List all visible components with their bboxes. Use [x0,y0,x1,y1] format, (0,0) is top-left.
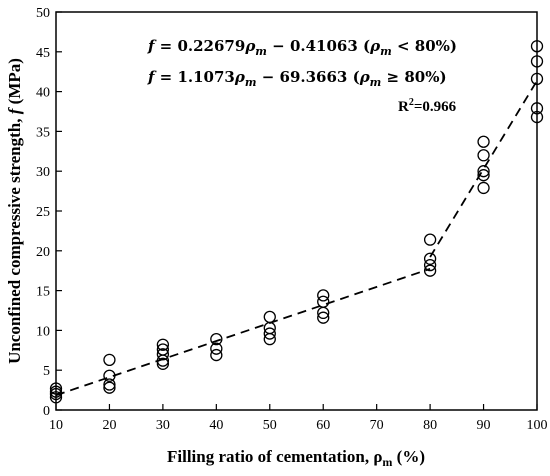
data-point [477,135,490,148]
r-squared: R2=0.966 [398,97,457,115]
data-point [317,311,330,324]
fit-line [55,267,431,397]
data-point [530,55,544,68]
x-tick-label: 70 [370,418,384,433]
x-tick-label: 30 [156,418,170,433]
data-point [530,72,544,86]
data-point [317,295,330,308]
data-point [477,181,490,195]
data-point [423,252,437,265]
y-tick-label: 35 [36,125,50,140]
data-point [49,382,63,395]
data-point [49,385,63,398]
x-tick-label: 90 [477,418,491,433]
data-point [423,258,437,272]
data-points [49,40,544,404]
x-tick-label: 50 [263,418,277,433]
data-point [103,378,116,391]
data-point [103,381,116,394]
data-point [103,353,116,367]
equation-2: f = 1.1073ρm − 69.3663 (ρm ≥ 80%) [147,68,447,89]
y-tick-label: 10 [36,324,50,339]
data-point [423,264,437,277]
x-tick-label: 100 [527,418,548,433]
data-point [477,149,490,162]
data-point [156,338,170,351]
data-point [530,40,544,53]
x-tick-label: 20 [102,418,116,433]
data-point [530,110,544,124]
data-point [210,333,223,346]
y-tick-label: 25 [36,205,50,220]
x-axis-label: Filling ratio of cementation, ρm (%) [167,447,425,469]
data-point [156,357,170,370]
data-point [317,289,330,302]
y-tick-label: 30 [36,165,50,180]
data-point [263,327,276,340]
data-point [103,369,116,382]
data-point [423,233,437,246]
data-point [477,165,490,178]
data-point [210,348,223,362]
y-tick-label: 20 [36,245,50,260]
x-tick-label: 60 [316,418,330,433]
data-point [477,169,490,182]
y-tick-label: 40 [36,86,50,101]
y-tick-label: 50 [36,6,50,21]
data-point [156,343,170,356]
data-point [263,310,276,324]
data-point [49,391,63,404]
equation-1: f = 0.22679ρm − 0.41063 (ρm < 80%) [147,37,457,58]
y-tick-label: 45 [36,46,50,61]
y-tick-label: 15 [36,285,50,300]
x-tick-label: 10 [49,418,63,433]
fit-line [429,80,538,258]
data-point [530,102,544,115]
y-axis-label: Unconfined compressive strength, f (MPa) [5,58,24,364]
data-point [210,342,223,355]
y-tick-label: 0 [43,404,50,419]
y-tick-label: 5 [43,364,50,379]
x-tick-label: 80 [423,418,437,433]
axis-ticks: 10 20 30 40 50 60 70 80 90 100 0 5 10 15 20 25 30 35 40 45 5… [36,6,548,433]
x-tick-label: 40 [209,418,223,433]
data-point [156,348,170,361]
fit-lines [55,80,538,397]
